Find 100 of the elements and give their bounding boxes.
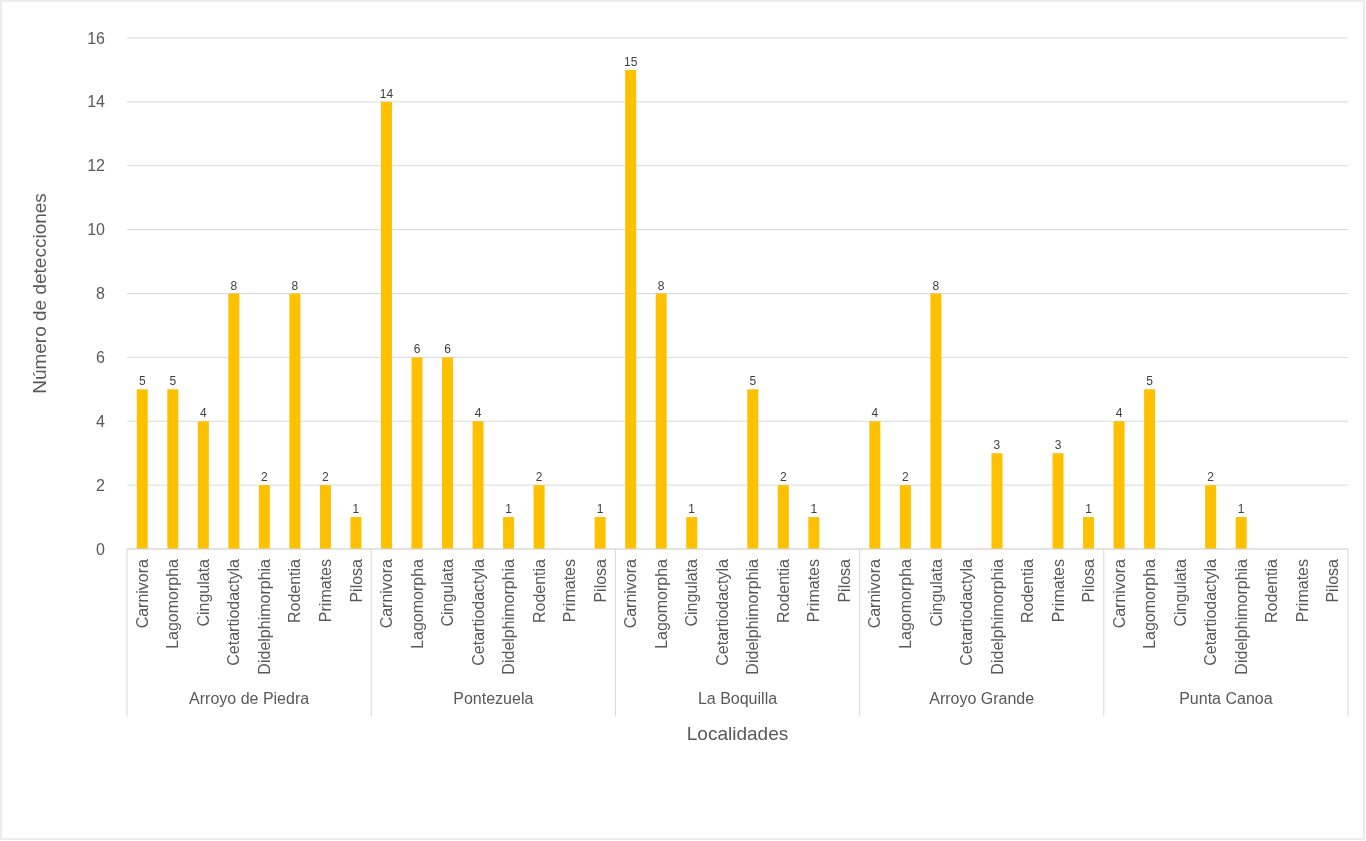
bar — [1083, 517, 1095, 549]
x-tick-label: Cingulata — [439, 558, 457, 627]
x-tick-label: Lagomorpha — [652, 558, 670, 649]
data-label: 1 — [688, 502, 696, 517]
x-tick-label: Cetartiodactyla — [469, 558, 487, 666]
x-tick-label: Rodentia — [1019, 558, 1037, 624]
x-axis-title: Localidades — [686, 723, 789, 744]
bar — [1235, 517, 1247, 549]
data-label: 8 — [291, 278, 299, 293]
data-label: 4 — [871, 406, 879, 421]
x-tick-label: Primates — [1049, 559, 1067, 623]
bar — [533, 485, 545, 549]
x-tick-label: Lagomorpha — [896, 558, 914, 649]
y-tick-label: 14 — [87, 93, 106, 111]
data-label: 1 — [505, 502, 513, 517]
bar — [442, 357, 454, 549]
bar — [319, 485, 331, 549]
data-label: 1 — [596, 502, 604, 517]
bar — [625, 69, 637, 549]
x-tick-label: Pilosa — [347, 558, 365, 603]
x-tick-label: Rodentia — [286, 558, 304, 624]
bar — [258, 485, 270, 549]
x-tick-label: Pilosa — [1080, 558, 1098, 603]
x-tick-label: Cingulata — [927, 558, 945, 627]
text: Pontezuela — [453, 690, 534, 707]
x-tick-label: Pilosa — [835, 558, 853, 603]
x-tick-label: Carnivora — [133, 558, 151, 629]
bar — [228, 293, 240, 549]
y-tick-label: 0 — [96, 540, 106, 558]
bar — [380, 101, 392, 549]
y-axis-title: Número de detecciones — [29, 193, 50, 394]
bar — [777, 485, 789, 549]
x-tick-label: Cetartiodactyla — [225, 558, 243, 666]
x-tick-label: Lagomorpha — [164, 558, 182, 649]
bar — [136, 389, 148, 549]
bar — [1144, 389, 1156, 549]
data-label: 6 — [413, 342, 421, 357]
x-tick-label: Lagomorpha — [408, 558, 426, 649]
bar — [655, 293, 667, 549]
data-label: 2 — [1207, 470, 1215, 485]
bar — [686, 517, 698, 549]
y-tick-label: 6 — [96, 348, 106, 366]
data-label: 1 — [810, 502, 818, 517]
x-tick-label: Primates — [317, 559, 335, 623]
x-tick-label: Carnivora — [1110, 558, 1128, 629]
x-tick-label: Rodentia — [774, 558, 792, 624]
x-tick-label: Cetartiodactyla — [713, 558, 731, 666]
data-label: 2 — [779, 470, 787, 485]
bar — [1052, 453, 1064, 549]
x-tick-label: Pilosa — [591, 558, 609, 603]
data-label: 8 — [932, 278, 940, 293]
x-tick-label: Pilosa — [1324, 558, 1342, 603]
x-tick-label: Cingulata — [683, 558, 701, 627]
y-tick-label: 10 — [87, 221, 106, 239]
data-label: 4 — [474, 406, 482, 421]
bar — [503, 517, 515, 549]
data-label: 3 — [993, 438, 1001, 453]
data-label: 5 — [749, 374, 757, 389]
x-tick-label: Didelphimorphia — [988, 558, 1006, 675]
data-label: 2 — [902, 470, 910, 485]
bar — [869, 421, 881, 549]
bar — [899, 485, 911, 549]
data-label: 6 — [444, 342, 452, 357]
bar — [1205, 485, 1217, 549]
bar — [594, 517, 606, 549]
bar — [411, 357, 423, 549]
data-label: 1 — [352, 502, 360, 517]
x-tick-label: Rodentia — [530, 558, 548, 624]
y-tick-label: 8 — [96, 285, 106, 303]
data-label: 5 — [1146, 374, 1154, 389]
y-tick-label: 16 — [87, 29, 106, 47]
bar — [808, 517, 820, 549]
data-label: 15 — [623, 54, 638, 69]
y-tick-label: 4 — [96, 412, 106, 430]
text: Arroyo Grande — [929, 690, 1035, 707]
data-label: 4 — [1115, 406, 1123, 421]
x-tick-label: Cingulata — [1171, 558, 1189, 627]
data-label: 5 — [169, 374, 177, 389]
data-label: 3 — [1054, 438, 1062, 453]
text: La Boquilla — [697, 690, 778, 707]
x-tick-label: Didelphimorphia — [1232, 558, 1250, 675]
bar — [930, 293, 942, 549]
x-tick-label: Didelphimorphia — [500, 558, 518, 675]
data-label: 14 — [379, 86, 394, 101]
bar — [1113, 421, 1125, 549]
data-label: 2 — [535, 470, 543, 485]
text: Arroyo de Piedra — [189, 690, 310, 707]
x-tick-label: Lagomorpha — [1141, 558, 1159, 649]
bar — [747, 389, 759, 549]
x-tick-label: Carnivora — [866, 558, 884, 629]
x-tick-label: Rodentia — [1263, 558, 1281, 624]
x-tick-label: Primates — [805, 559, 823, 623]
bar — [991, 453, 1003, 549]
text: Punta Canoa — [1179, 690, 1273, 707]
data-label: 1 — [1085, 502, 1093, 517]
bar — [167, 389, 179, 549]
x-tick-label: Cingulata — [194, 558, 212, 627]
bar — [472, 421, 484, 549]
x-tick-label: Cetartiodactyla — [1202, 558, 1220, 666]
x-tick-label: Cetartiodactyla — [958, 558, 976, 666]
